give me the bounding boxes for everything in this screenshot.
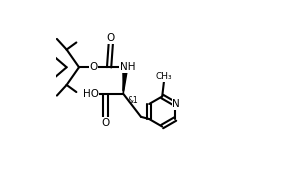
Text: O: O [107,33,115,43]
Text: N: N [172,99,180,109]
Text: HO: HO [83,89,99,99]
Text: CH₃: CH₃ [156,73,172,81]
Text: NH: NH [120,62,136,72]
Text: O: O [89,62,97,72]
Text: &1: &1 [128,96,138,105]
Polygon shape [123,71,127,94]
Text: O: O [101,118,110,128]
